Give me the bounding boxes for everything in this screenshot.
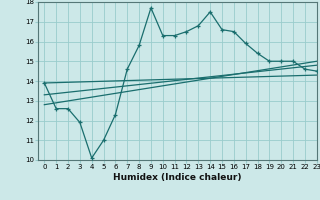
X-axis label: Humidex (Indice chaleur): Humidex (Indice chaleur) xyxy=(113,173,242,182)
